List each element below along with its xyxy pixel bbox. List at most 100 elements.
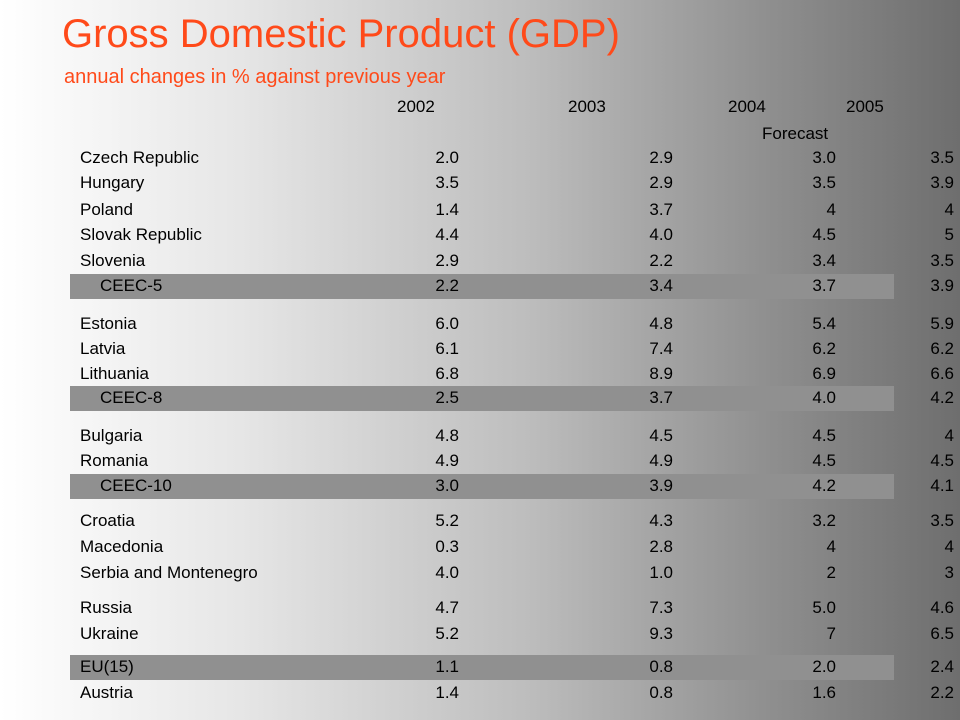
row-label: Austria [80,683,133,702]
table-row: Bulgaria 4.8 4.5 4.5 4 [70,424,954,449]
table-row: Russia 4.7 7.3 5.0 4.6 [70,596,954,621]
value-cell-2003: 4.9 [649,451,673,470]
value-cell-2002: 1.4 [435,683,459,702]
row-label: CEEC-5 [100,276,163,295]
page-title: Gross Domestic Product (GDP) [62,12,620,56]
value-cell-2002: 4.7 [435,598,459,617]
row-label: Poland [80,200,133,219]
value-cell-2003: 3.9 [649,476,673,495]
row-label: Serbia and Montenegro [80,563,258,582]
value-cell-2004: 3.2 [812,511,836,530]
table-row: Latvia 6.1 7.4 6.2 6.2 [70,337,954,362]
value-cell-2002: 4.0 [435,563,459,582]
table-row: Czech Republic 2.0 2.9 3.0 3.5 [70,146,954,171]
value-cell-2004: 6.9 [812,364,836,383]
table-row: Croatia 5.2 4.3 3.2 3.5 [70,509,954,534]
value-cell-2002: 1.1 [435,657,459,676]
value-cell-2002: 3.5 [435,173,459,192]
value-cell-2004: 3.4 [812,251,836,270]
value-cell-2005: 3.5 [930,251,954,270]
table-row: Macedonia 0.3 2.8 4 4 [70,535,954,560]
value-cell-2005: 5 [944,225,954,244]
row-label: Russia [80,598,132,617]
value-cell-2003: 0.8 [649,657,673,676]
value-cell-2004: 5.4 [812,314,836,333]
value-cell-2003: 4.0 [649,225,673,244]
value-cell-2002: 4.9 [435,451,459,470]
value-cell-2003: 4.3 [649,511,673,530]
value-cell-2005: 2.4 [930,657,954,676]
value-cell-2005: 4 [944,426,954,445]
row-label: EU(15) [80,657,134,676]
row-label: Hungary [80,173,145,192]
row-label: Bulgaria [80,426,143,445]
value-cell-2004: 2 [826,563,836,582]
row-label: Slovak Republic [80,225,202,244]
value-cell-2004: 4.2 [812,476,836,495]
table-row: Poland 1.4 3.7 4 4 [70,198,954,223]
row-label: Estonia [80,314,137,333]
value-cell-2003: 2.2 [649,251,673,270]
row-label: Macedonia [80,537,164,556]
value-cell-2004: 1.6 [812,683,836,702]
value-cell-2002: 2.0 [435,148,459,167]
row-label: Slovenia [80,251,146,270]
value-cell-2004: 3.0 [812,148,836,167]
value-cell-2005: 6.6 [930,364,954,383]
table-row: Hungary 3.5 2.9 3.5 3.9 [70,171,954,196]
row-label: Latvia [80,339,126,358]
value-cell-2003: 4.8 [649,314,673,333]
row-label: CEEC-8 [100,388,163,407]
table-row: Austria 1.4 0.8 1.6 2.2 [70,681,954,706]
value-cell-2002: 2.5 [435,388,459,407]
table-row: Lithuania 6.8 8.9 6.9 6.6 [70,362,954,387]
value-cell-2005: 4.6 [930,598,954,617]
value-cell-2003: 9.3 [649,624,673,643]
value-cell-2004: 4.5 [812,426,836,445]
value-cell-2002: 6.1 [435,339,459,358]
value-cell-2004: 4 [826,200,836,219]
row-label: Croatia [80,511,135,530]
value-cell-2003: 2.8 [649,537,673,556]
value-cell-2005: 3.5 [930,148,954,167]
column-header-2002: 2002 [397,97,435,116]
value-cell-2002: 2.9 [435,251,459,270]
value-cell-2002: 6.8 [435,364,459,383]
value-cell-2005: 2.2 [930,683,954,702]
table-row: EU(15) 1.1 0.8 2.0 2.4 [70,655,954,680]
value-cell-2002: 2.2 [435,276,459,295]
column-header-2005: 2005 [846,97,884,116]
page-subtitle: annual changes in % against previous yea… [64,66,446,88]
value-cell-2004: 3.5 [812,173,836,192]
table-row: Estonia 6.0 4.8 5.4 5.9 [70,312,954,337]
value-cell-2004: 4.5 [812,225,836,244]
row-label: Romania [80,451,149,470]
value-cell-2003: 2.9 [649,173,673,192]
value-cell-2005: 3.5 [930,511,954,530]
value-cell-2002: 0.3 [435,537,459,556]
value-cell-2003: 3.7 [649,200,673,219]
aggregate-row: CEEC-8 2.5 3.7 4.0 4.2 [70,386,954,411]
value-cell-2005: 6.5 [930,624,954,643]
value-cell-2005: 4 [944,200,954,219]
value-cell-2004: 6.2 [812,339,836,358]
value-cell-2005: 3.9 [930,173,954,192]
value-cell-2003: 2.9 [649,148,673,167]
value-cell-2005: 3 [944,563,954,582]
value-cell-2005: 3.9 [930,276,954,295]
aggregate-row: CEEC-10 3.0 3.9 4.2 4.1 [70,474,954,499]
value-cell-2005: 4.5 [930,451,954,470]
row-label: Lithuania [80,364,150,383]
table-row: Slovak Republic 4.4 4.0 4.5 5 [70,223,954,248]
value-cell-2004: 5.0 [812,598,836,617]
value-cell-2004: 7 [826,624,836,643]
value-cell-2002: 3.0 [435,476,459,495]
column-header-2004: 2004 [728,97,766,116]
value-cell-2002: 5.2 [435,624,459,643]
forecast-label: Forecast [762,124,829,143]
row-label: CEEC-10 [100,476,172,495]
value-cell-2003: 4.5 [649,426,673,445]
value-cell-2004: 4.0 [812,388,836,407]
value-cell-2004: 2.0 [812,657,836,676]
value-cell-2003: 7.4 [649,339,673,358]
